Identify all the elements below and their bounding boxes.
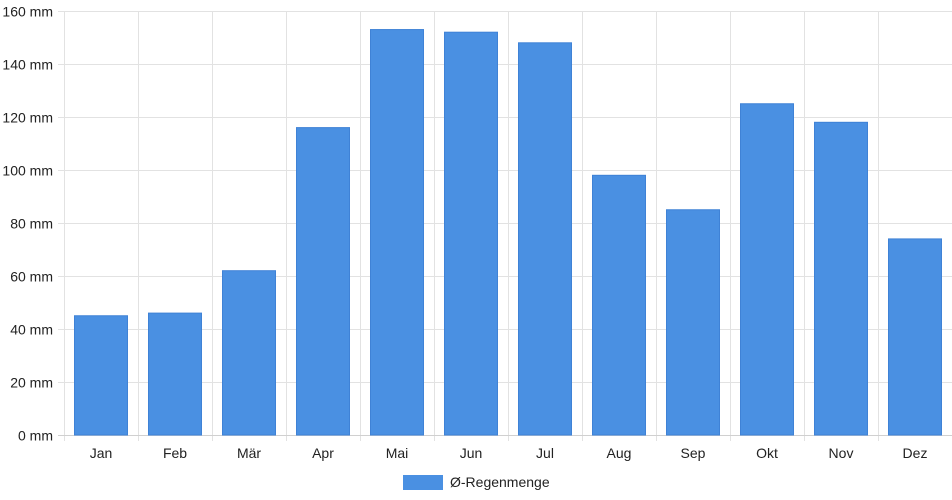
x-tick-label: Jan [90, 445, 113, 461]
x-axis: Jan Feb Mär Apr Mai Jun Jul Aug Sep Okt Nov Dez [58, 435, 952, 461]
bar-feb[interactable] [148, 312, 202, 436]
y-tick-label: 0 mm [18, 428, 53, 444]
y-tick-label: 140 mm [2, 57, 53, 73]
bar-dez[interactable] [888, 238, 942, 436]
legend[interactable]: Ø-Regenmenge [403, 474, 550, 490]
y-tick-label: 160 mm [2, 4, 53, 20]
y-tick-label: 20 mm [10, 375, 53, 391]
bar-mai[interactable] [370, 29, 424, 436]
bar-jan[interactable] [74, 315, 128, 436]
bar-jul[interactable] [518, 42, 572, 436]
x-tick-label: Feb [163, 445, 187, 461]
bar-nov[interactable] [814, 121, 868, 436]
bar-series [74, 29, 942, 436]
y-tick-label: 100 mm [2, 163, 53, 179]
x-tick-label: Mär [237, 445, 261, 461]
x-tick-label: Okt [756, 445, 778, 461]
y-tick-label: 40 mm [10, 322, 53, 338]
bar-jun[interactable] [444, 31, 498, 436]
x-tick-label: Jul [536, 445, 554, 461]
y-tick-label: 120 mm [2, 110, 53, 126]
bar-okt[interactable] [740, 103, 794, 436]
bar-sep[interactable] [666, 209, 720, 436]
bar-mär[interactable] [222, 270, 276, 436]
y-tick-label: 80 mm [10, 216, 53, 232]
y-axis: 0 mm 20 mm 40 mm 60 mm 80 mm 100 mm 120 mm 140 … [2, 4, 53, 444]
bar-apr[interactable] [296, 127, 350, 436]
x-tick-label: Mai [386, 445, 409, 461]
x-tick-label: Dez [903, 445, 928, 461]
legend-swatch [403, 475, 443, 490]
x-tick-label: Apr [312, 445, 334, 461]
legend-label: Ø-Regenmenge [450, 474, 550, 490]
x-tick-label: Sep [681, 445, 706, 461]
y-tick-label: 60 mm [10, 269, 53, 285]
x-tick-label: Aug [607, 445, 632, 461]
bar-aug[interactable] [592, 174, 646, 436]
x-tick-label: Nov [829, 445, 854, 461]
x-tick-label: Jun [460, 445, 483, 461]
grid-lines [58, 11, 952, 441]
